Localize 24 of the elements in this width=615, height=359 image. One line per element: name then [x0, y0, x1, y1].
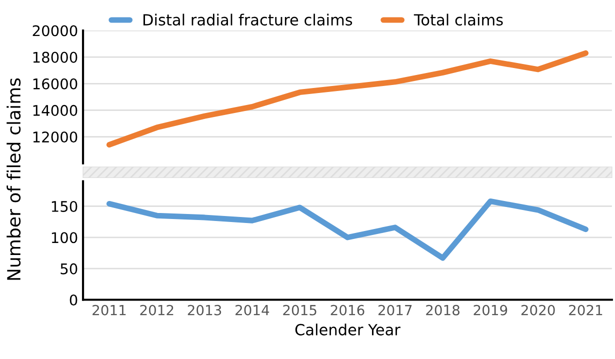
x-tick-label: 2019	[474, 304, 508, 316]
x-tick-label: 2021	[569, 304, 602, 316]
y-tick-label: 16000	[33, 78, 78, 90]
x-tick-label: 2011	[92, 304, 126, 316]
x-axis-title: Calender Year	[295, 324, 400, 336]
y-axis-title: Number of filed claims	[6, 78, 21, 280]
y-tick-label: 0	[70, 294, 78, 306]
x-tick-label: 2016	[330, 304, 364, 316]
x-tick-label: 2020	[521, 304, 555, 316]
x-tick-label: 2013	[188, 304, 222, 316]
y-tick-label: 50	[60, 263, 78, 274]
y-tick-label: 12000	[33, 131, 78, 143]
legend-label: Distal radial fracture claims	[143, 14, 352, 26]
y-tick-label: 18000	[33, 52, 78, 63]
x-tick-label: 2017	[378, 304, 412, 316]
y-tick-label: 14000	[33, 104, 78, 116]
y-tick-label: 150	[52, 200, 78, 212]
x-tick-label: 2012	[140, 304, 174, 316]
legend-label: Total claims	[414, 14, 503, 26]
y-tick-label: 20000	[32, 25, 78, 36]
x-tick-label: 2015	[283, 304, 316, 316]
x-tick-label: 2014	[236, 304, 270, 316]
x-tick-label: 2018	[426, 304, 460, 316]
y-tick-label: 100	[52, 232, 78, 244]
